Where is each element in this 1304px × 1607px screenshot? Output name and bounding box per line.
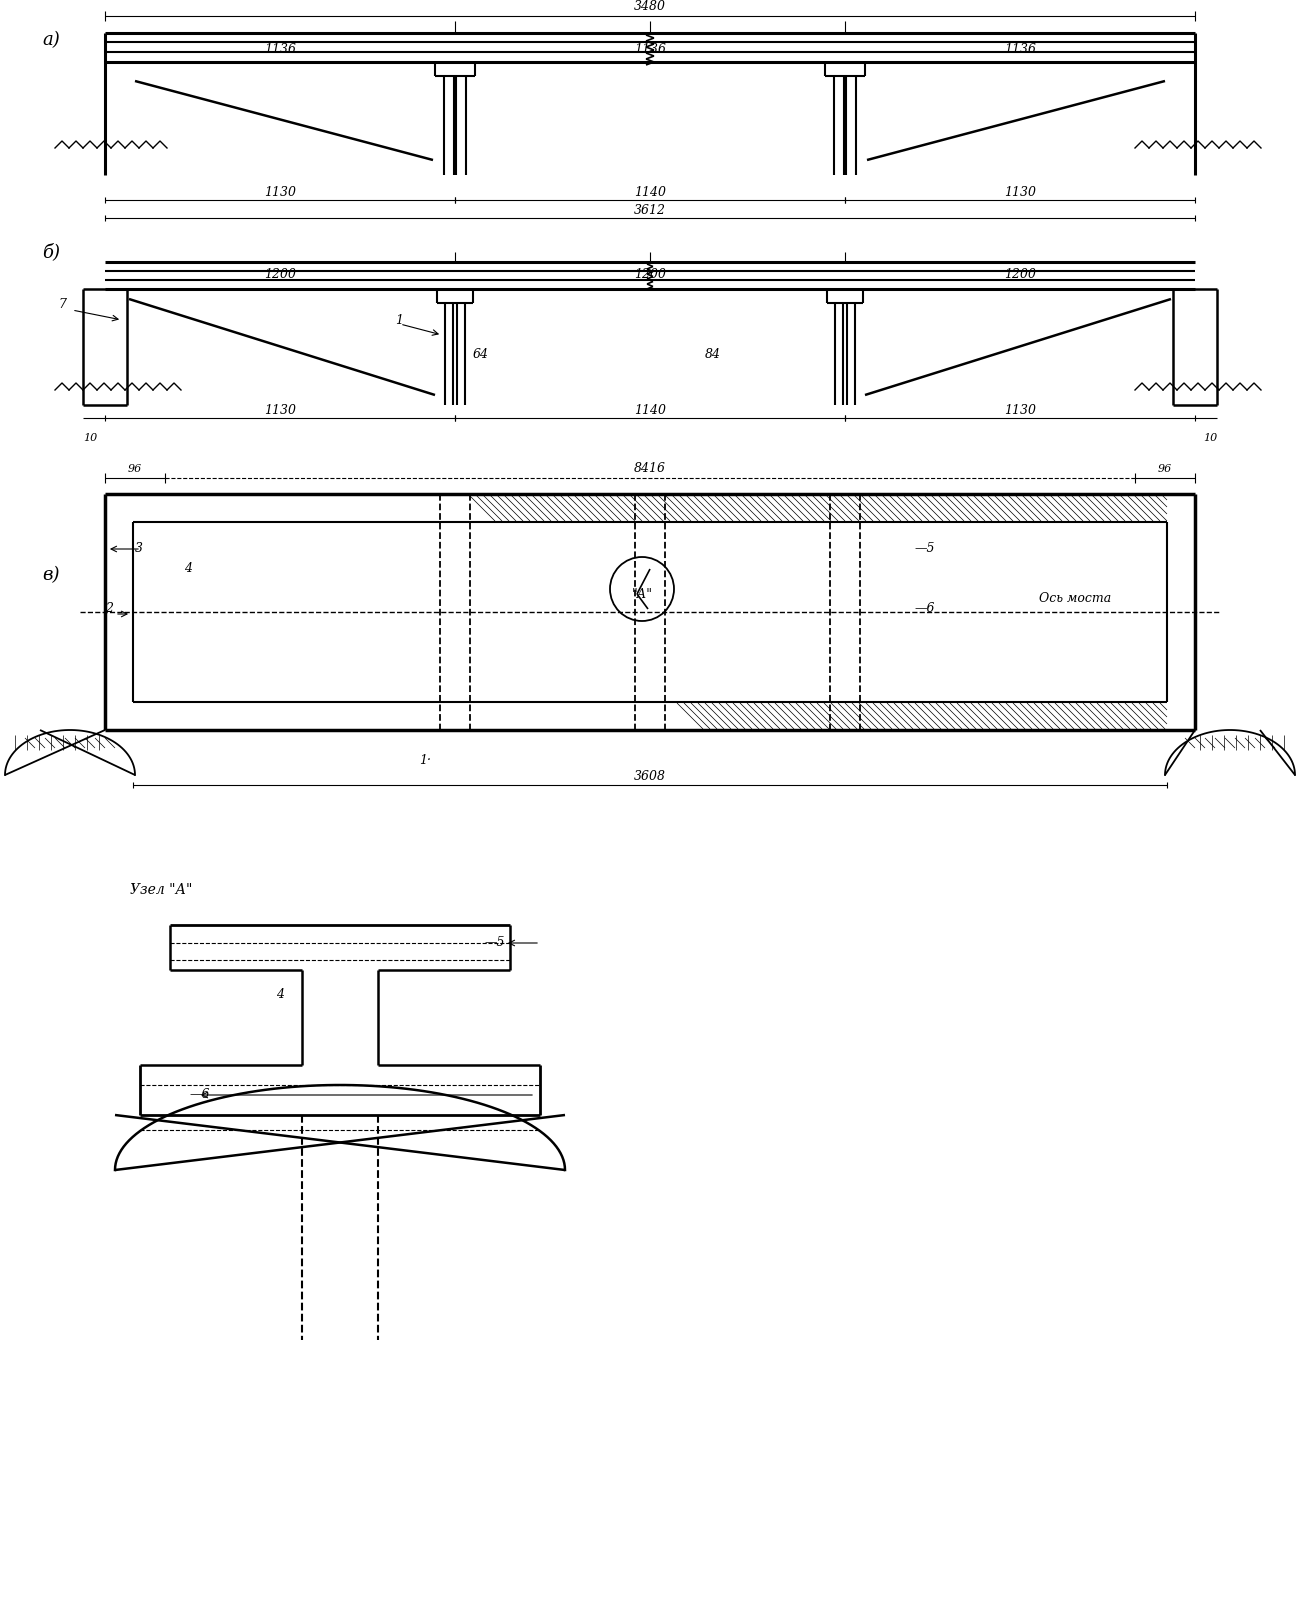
Text: 1130: 1130: [263, 185, 296, 199]
Text: Ось моста: Ось моста: [1039, 591, 1111, 604]
Text: 1200: 1200: [634, 268, 666, 281]
Text: 1140: 1140: [634, 185, 666, 199]
Text: —5: —5: [914, 543, 935, 556]
Text: —5: —5: [485, 937, 506, 950]
Text: 3612: 3612: [634, 204, 666, 217]
Text: 1136: 1136: [263, 43, 296, 56]
Text: 1130: 1130: [1004, 185, 1035, 199]
Text: 8416: 8416: [634, 463, 666, 476]
Text: 1200: 1200: [263, 268, 296, 281]
Text: 1200: 1200: [1004, 268, 1035, 281]
Text: 96: 96: [128, 464, 142, 474]
Text: Узел "А": Узел "А": [130, 882, 193, 897]
Text: 1: 1: [395, 313, 403, 326]
Text: 84: 84: [705, 349, 721, 362]
Text: 4: 4: [184, 562, 192, 575]
Text: 64: 64: [473, 349, 489, 362]
Text: б): б): [42, 243, 60, 260]
Text: 4: 4: [276, 988, 284, 1001]
Text: 10: 10: [82, 432, 96, 444]
Text: "А": "А": [631, 588, 652, 601]
Text: —6: —6: [190, 1088, 210, 1101]
Text: 7: 7: [57, 299, 67, 312]
Text: 1140: 1140: [634, 403, 666, 416]
Text: 3: 3: [136, 543, 143, 556]
Text: 1136: 1136: [634, 43, 666, 56]
Text: 1130: 1130: [263, 403, 296, 416]
Text: a): a): [42, 31, 60, 48]
Text: 3480: 3480: [634, 0, 666, 13]
Text: 96: 96: [1158, 464, 1172, 474]
Text: в): в): [42, 566, 60, 583]
Text: 10: 10: [1204, 432, 1217, 444]
Text: 1·: 1·: [419, 754, 432, 767]
Text: —6: —6: [914, 603, 935, 615]
Text: 1136: 1136: [1004, 43, 1035, 56]
Text: 1130: 1130: [1004, 403, 1035, 416]
Text: 2: 2: [106, 603, 113, 615]
Text: 3608: 3608: [634, 770, 666, 784]
